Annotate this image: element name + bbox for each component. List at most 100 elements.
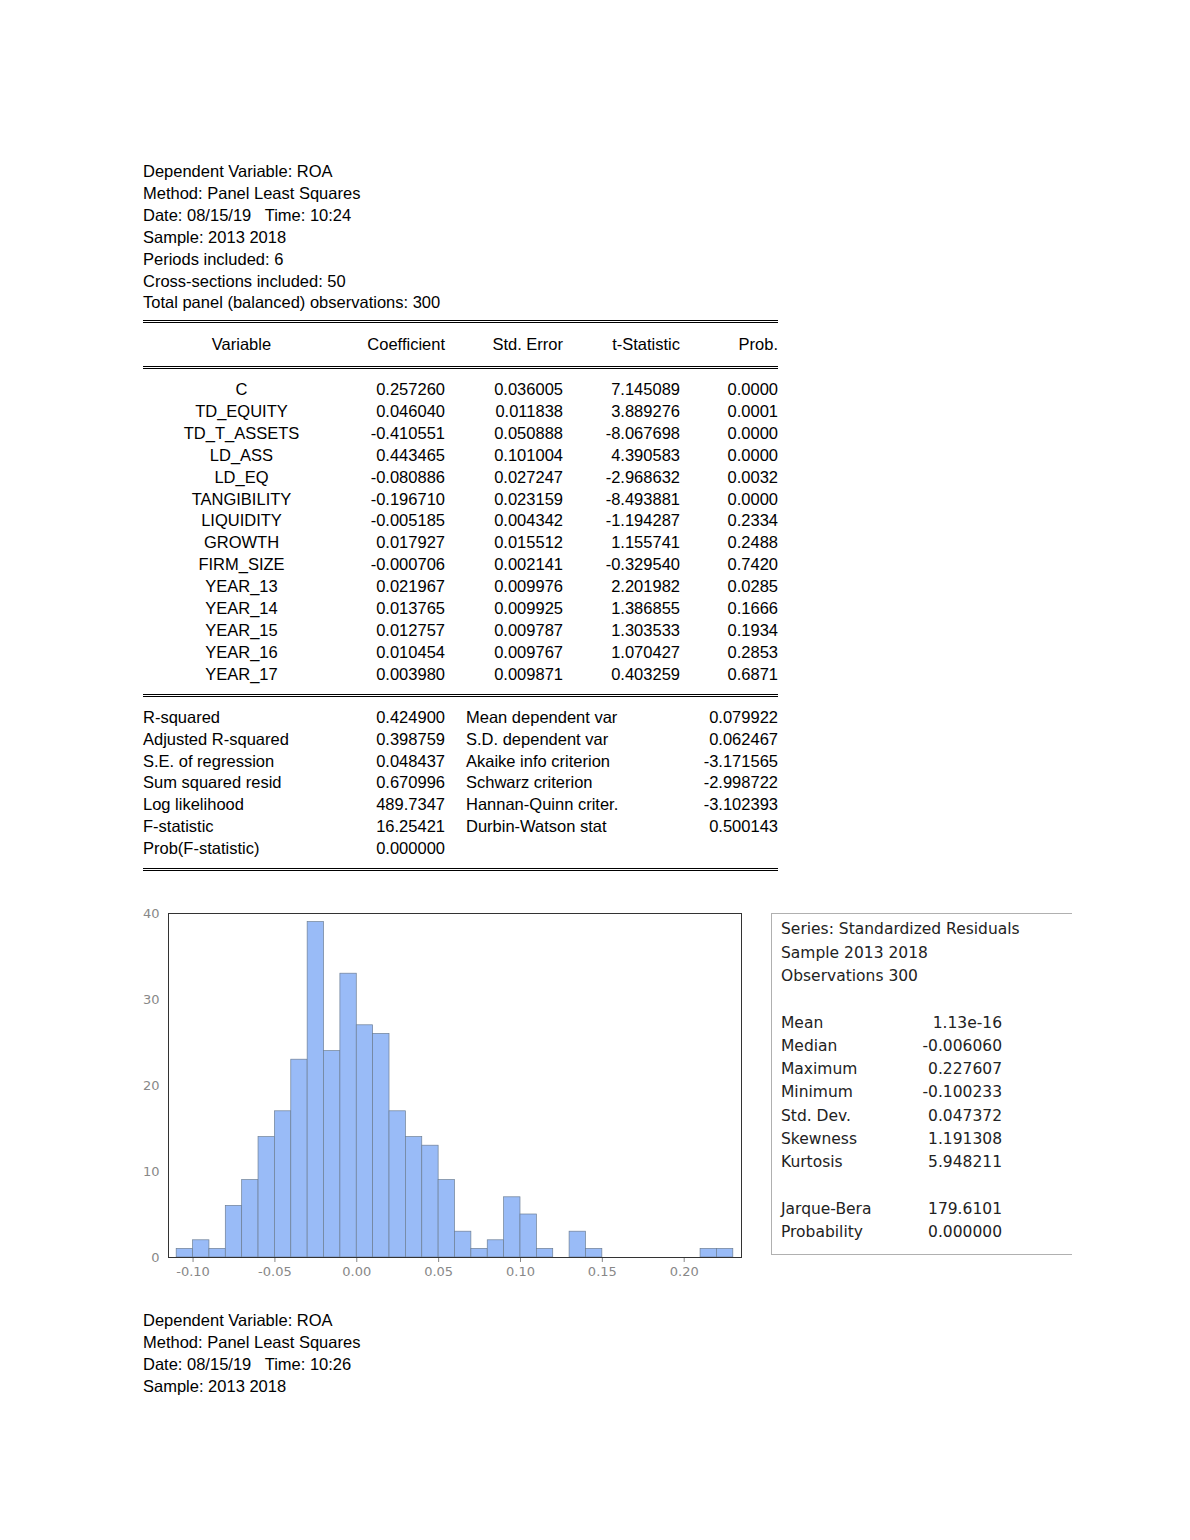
html-text:Method: Panel Least Squares: Method: Panel Least Squares <box>143 183 361 202</box>
html-text:Cross-sections included: 50: Cross-sections included: 50 <box>143 271 346 290</box>
svg-text:20: 20 <box>143 1078 160 1093</box>
html-text:0.009976: 0.009976 <box>494 577 563 596</box>
html-text:-0.410551: -0.410551 <box>370 423 445 442</box>
html-text:0.0001: 0.0001 <box>727 401 778 420</box>
html-text:0.021967: 0.021967 <box>376 577 445 596</box>
html-text:0.0000: 0.0000 <box>727 445 778 464</box>
html-text:-0.196710: -0.196710 <box>370 489 445 508</box>
html-text:Log likelihood: Log likelihood <box>143 795 244 814</box>
svg-text:0.00: 0.00 <box>342 1264 371 1279</box>
html-text:Total panel (balanced) observa: Total panel (balanced) observations: 300 <box>143 293 441 312</box>
html-text:Mean dependent var: Mean dependent var <box>466 707 618 726</box>
html-text:0.009925: 0.009925 <box>494 599 563 618</box>
html-text:0.048437: 0.048437 <box>376 751 445 770</box>
html-text:R-squared: R-squared <box>143 707 220 726</box>
html-text:Sum squared resid: Sum squared resid <box>143 773 282 792</box>
html-text:0.424900: 0.424900 <box>376 707 445 726</box>
html-text:-0.080886: -0.080886 <box>370 467 445 486</box>
html-text:0.009767: 0.009767 <box>494 642 563 661</box>
html-text:Prob.: Prob. <box>738 334 778 353</box>
html-text:0.050888: 0.050888 <box>494 423 563 442</box>
html-text:YEAR_13: YEAR_13 <box>205 577 278 596</box>
html-text:-3.171565: -3.171565 <box>703 751 778 770</box>
html-text:Periods included: 6: Periods included: 6 <box>143 249 284 268</box>
html-text:Sample: 2013 2018: Sample: 2013 2018 <box>143 227 287 246</box>
html-text:Variable: Variable <box>211 334 272 353</box>
html-text:LD_ASS: LD_ASS <box>209 445 274 464</box>
html-text:LIQUIDITY: LIQUIDITY <box>201 511 282 530</box>
html-text:-8.493881: -8.493881 <box>605 489 680 508</box>
svg-text:0.20: 0.20 <box>670 1264 699 1279</box>
html-text:-1.194287: -1.194287 <box>605 511 680 530</box>
html-text:LD_EQ: LD_EQ <box>214 467 269 486</box>
html-text:TANGIBILITY: TANGIBILITY <box>191 489 292 508</box>
html-text:1.070427: 1.070427 <box>611 642 680 661</box>
html-text:0.2334: 0.2334 <box>727 511 778 530</box>
html-text:0.403259: 0.403259 <box>611 664 680 683</box>
html-text:S.E. of regression: S.E. of regression <box>143 751 275 770</box>
html-text:-0.329540: -0.329540 <box>605 555 680 574</box>
html-text:0.017927: 0.017927 <box>376 533 445 552</box>
svg-text:0.10: 0.10 <box>506 1264 535 1279</box>
html-text:TD_T_ASSETS: TD_T_ASSETS <box>183 423 300 442</box>
html-text:Std. Error: Std. Error <box>492 334 563 353</box>
html-text:0.062467: 0.062467 <box>709 729 778 748</box>
html-text:0.004342: 0.004342 <box>494 511 563 530</box>
svg-text:40: 40 <box>143 906 160 921</box>
html-text:0.010454: 0.010454 <box>376 642 445 661</box>
html-text:0.023159: 0.023159 <box>494 489 563 508</box>
html-text:S.D. dependent var: S.D. dependent var <box>466 729 609 748</box>
html-text:0.398759: 0.398759 <box>376 729 445 748</box>
html-text:0.003980: 0.003980 <box>376 664 445 683</box>
svg-text:-0.05: -0.05 <box>258 1264 292 1279</box>
html-text:0.6871: 0.6871 <box>727 664 778 683</box>
html-text:0.0000: 0.0000 <box>727 423 778 442</box>
html-text:1.386855: 1.386855 <box>611 599 680 618</box>
html-text:-0.000706: -0.000706 <box>370 555 445 574</box>
html-text:GROWTH: GROWTH <box>203 533 280 552</box>
html-text:-2.968632: -2.968632 <box>605 467 680 486</box>
svg-text:10: 10 <box>143 1164 160 1179</box>
html-text:2.201982: 2.201982 <box>611 577 680 596</box>
html-text:0.443465: 0.443465 <box>376 445 445 464</box>
html-text:0.0032: 0.0032 <box>727 467 778 486</box>
svg-text:0.05: 0.05 <box>424 1264 453 1279</box>
html-text:Date: 08/15/19 Time: 10:24: Date: 08/15/19 Time: 10:24 <box>143 205 352 224</box>
html-text:0.046040: 0.046040 <box>376 401 445 420</box>
html-text:t-Statistic: t-Statistic <box>612 334 680 353</box>
html-text:-0.005185: -0.005185 <box>370 511 445 530</box>
svg-text:30: 30 <box>143 992 160 1007</box>
html-text:-8.067698: -8.067698 <box>605 423 680 442</box>
html-text:Adjusted R-squared: Adjusted R-squared <box>143 729 289 748</box>
html-text:0.670996: 0.670996 <box>376 773 445 792</box>
html-text:0.002141: 0.002141 <box>494 555 563 574</box>
html-text:Coefficient: Coefficient <box>367 334 445 353</box>
html-text:0.009871: 0.009871 <box>494 664 563 683</box>
html-text:0.013765: 0.013765 <box>376 599 445 618</box>
html-text:0.7420: 0.7420 <box>727 555 778 574</box>
html-text:0.2853: 0.2853 <box>727 642 778 661</box>
svg-text:0: 0 <box>151 1250 159 1265</box>
html-text:YEAR_14: YEAR_14 <box>205 599 278 618</box>
html-text:TD_EQUITY: TD_EQUITY <box>195 401 288 420</box>
html-text:FIRM_SIZE: FIRM_SIZE <box>198 555 285 574</box>
html-text:Schwarz criterion: Schwarz criterion <box>466 773 593 792</box>
html-text:YEAR_16: YEAR_16 <box>205 642 278 661</box>
html-text:0.027247: 0.027247 <box>494 467 563 486</box>
html-text:0.0285: 0.0285 <box>727 577 778 596</box>
html-text:0.079922: 0.079922 <box>709 707 778 726</box>
html-text:0.015512: 0.015512 <box>494 533 563 552</box>
svg-text:-0.10: -0.10 <box>176 1264 210 1279</box>
html-text:YEAR_17: YEAR_17 <box>205 664 278 683</box>
html-text:0.0000: 0.0000 <box>727 489 778 508</box>
html-text:4.390583: 4.390583 <box>611 445 680 464</box>
html-text:0.1666: 0.1666 <box>727 599 778 618</box>
html-text:Akaike info criterion: Akaike info criterion <box>466 751 610 770</box>
html-text:0.101004: 0.101004 <box>494 445 563 464</box>
html-text:0.011838: 0.011838 <box>495 401 563 420</box>
svg-text:0.15: 0.15 <box>588 1264 617 1279</box>
html-text:0.2488: 0.2488 <box>727 533 778 552</box>
html-text:3.889276: 3.889276 <box>611 401 680 420</box>
html-text:-2.998722: -2.998722 <box>703 773 778 792</box>
html-text:1.155741: 1.155741 <box>611 533 680 552</box>
